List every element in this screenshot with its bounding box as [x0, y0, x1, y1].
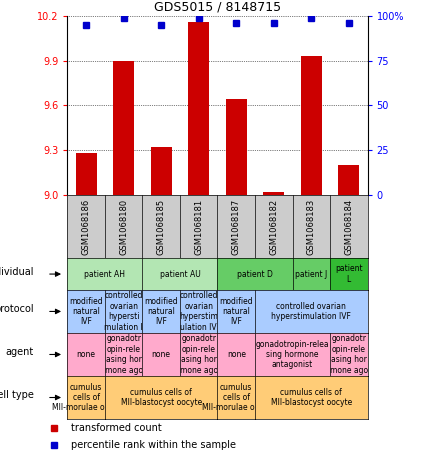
Text: GSM1068186: GSM1068186: [82, 198, 90, 255]
Text: patient J: patient J: [295, 270, 327, 279]
Text: GSM1068180: GSM1068180: [119, 198, 128, 255]
Text: agent: agent: [6, 347, 34, 357]
Text: cumulus
cells of
MII-morulae oocyt: cumulus cells of MII-morulae oocyt: [52, 383, 120, 412]
Text: patient D: patient D: [237, 270, 272, 279]
Text: controlled
ovarian
hyperstim
ulation IV: controlled ovarian hyperstim ulation IV: [179, 291, 218, 332]
Bar: [225, 99, 246, 195]
Text: patient AU: patient AU: [159, 270, 200, 279]
Text: cumulus cells of
MII-blastocyst oocyte: cumulus cells of MII-blastocyst oocyte: [270, 388, 351, 407]
Text: patient
L: patient L: [334, 265, 362, 284]
Text: modified
natural
IVF: modified natural IVF: [69, 297, 103, 326]
Text: none: none: [151, 350, 170, 359]
Text: transformed count: transformed count: [71, 423, 161, 433]
Bar: [151, 147, 171, 195]
Text: GSM1068183: GSM1068183: [306, 198, 315, 255]
Text: cumulus
cells of
MII-morulae oocyt: cumulus cells of MII-morulae oocyt: [201, 383, 270, 412]
Bar: [300, 56, 321, 195]
Text: patient AH: patient AH: [84, 270, 125, 279]
Text: gonadotr
opin-rele
asing hor
mone ago: gonadotr opin-rele asing hor mone ago: [329, 334, 367, 375]
Text: cumulus cells of
MII-blastocyst oocyte: cumulus cells of MII-blastocyst oocyte: [120, 388, 201, 407]
Bar: [76, 153, 96, 195]
Text: GSM1068181: GSM1068181: [194, 198, 203, 255]
Text: GSM1068182: GSM1068182: [269, 198, 278, 255]
Title: GDS5015 / 8148715: GDS5015 / 8148715: [154, 0, 280, 13]
Text: none: none: [76, 350, 95, 359]
Text: GSM1068184: GSM1068184: [344, 198, 352, 255]
Text: modified
natural
IVF: modified natural IVF: [219, 297, 253, 326]
Text: GSM1068185: GSM1068185: [156, 198, 165, 255]
Text: cell type: cell type: [0, 390, 34, 400]
Bar: [263, 192, 283, 195]
Text: none: none: [226, 350, 245, 359]
Text: controlled ovarian
hyperstimulation IVF: controlled ovarian hyperstimulation IVF: [271, 302, 350, 321]
Text: protocol: protocol: [0, 304, 34, 314]
Bar: [113, 61, 134, 195]
Text: modified
natural
IVF: modified natural IVF: [144, 297, 178, 326]
Text: GSM1068187: GSM1068187: [231, 198, 240, 255]
Bar: [338, 165, 358, 195]
Text: controlled
ovarian
hypersti
mulation I: controlled ovarian hypersti mulation I: [104, 291, 143, 332]
Text: gonadotr
opin-rele
asing hor
mone ago: gonadotr opin-rele asing hor mone ago: [179, 334, 217, 375]
Text: gonadotropin-relea
sing hormone
antagonist: gonadotropin-relea sing hormone antagoni…: [255, 340, 329, 369]
Text: gonadotr
opin-rele
asing hor
mone ago: gonadotr opin-rele asing hor mone ago: [105, 334, 142, 375]
Text: individual: individual: [0, 267, 34, 278]
Text: percentile rank within the sample: percentile rank within the sample: [71, 439, 236, 449]
Bar: [188, 22, 209, 195]
